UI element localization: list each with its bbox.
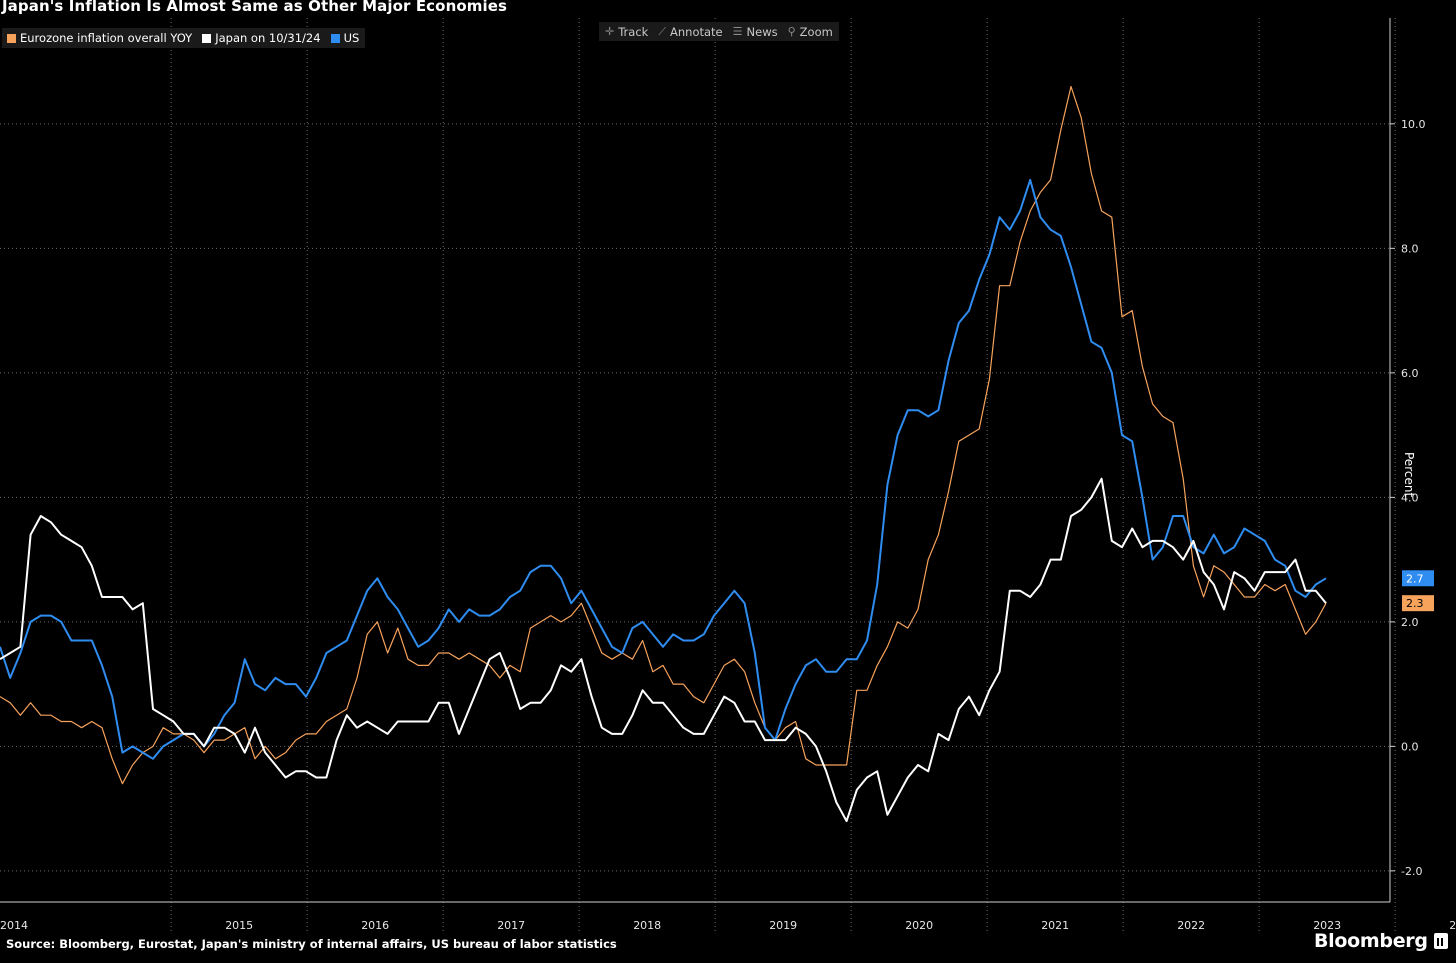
pencil-icon: ⟋ (658, 24, 667, 38)
axes: -2.0 0.0 2.0 4.0 6.0 8.0 10.0 2014 2015 2016 2017 2… (0, 18, 1456, 932)
y-tick-label: 10.0 (1401, 118, 1426, 131)
legend-swatch-us (330, 33, 340, 43)
end-label-eurozone: 2.3 (1402, 595, 1434, 612)
legend-label-japan: Japan on 10/31/24 (215, 31, 321, 45)
end-labels: 2.7 2.3 (1402, 570, 1434, 612)
x-tick-label: 2016 (361, 919, 389, 932)
x-tick-label: 2020 (905, 919, 933, 932)
gridlines (0, 18, 1396, 932)
y-tick-label: 2.0 (1401, 616, 1419, 629)
y-axis-label: Percent (1402, 452, 1416, 498)
y-tick-label: 6.0 (1401, 367, 1419, 380)
zoom-button[interactable]: ⚲ Zoom (788, 25, 833, 39)
series-line-japan (0, 477, 1327, 823)
end-label-text: 2.3 (1406, 597, 1424, 610)
legend-item-us[interactable]: US (330, 31, 360, 45)
series-lines (0, 85, 1327, 823)
magnifier-icon: ⚲ (787, 25, 796, 38)
legend-swatch-eurozone (7, 33, 16, 43)
legend-item-eurozone[interactable]: Eurozone inflation overall YOY (7, 31, 192, 45)
x-tick-label: 2019 (769, 919, 797, 932)
track-button[interactable]: ✛ Track (605, 25, 648, 39)
news-button[interactable]: ☰ News (733, 25, 778, 39)
chart-title: Japan's Inflation Is Almost Same as Othe… (2, 0, 508, 15)
news-icon: ☰ (732, 25, 743, 38)
legend-item-japan[interactable]: Japan on 10/31/24 (202, 31, 321, 45)
chart-toolbar: ✛ Track ⟋ Annotate ☰ News ⚲ Zoom (599, 22, 839, 41)
y-tick-label: 0.0 (1401, 740, 1419, 753)
end-label-text: 2.7 (1406, 572, 1424, 585)
crosshair-icon: ✛ (605, 25, 615, 38)
track-label: Track (618, 24, 649, 39)
brand-name: Bloomberg (1314, 930, 1428, 952)
bloomberg-mark-icon (1433, 933, 1448, 949)
legend-swatch-japan (202, 33, 212, 43)
x-tick-label: 2021 (1041, 919, 1069, 932)
y-tick-label: 4.0 (1401, 491, 1419, 504)
legend-label-us: US (343, 31, 360, 45)
y-tick-label: 8.0 (1401, 242, 1419, 255)
brand-logo: Bloomberg (1314, 930, 1448, 952)
series-line-us (0, 178, 1327, 760)
x-tick-label: 2015 (225, 919, 253, 932)
x-tick-label: 2014 (0, 919, 28, 932)
legend-label-eurozone: Eurozone inflation overall YOY (20, 31, 193, 45)
x-tick-label: 2023 (1313, 919, 1341, 932)
legend: Eurozone inflation overall YOY Japan on … (2, 28, 366, 48)
x-tick-label: 2018 (633, 919, 661, 932)
annotate-button[interactable]: ⟋ Annotate (658, 25, 722, 39)
x-tick-label: 2024 (1449, 919, 1456, 932)
annotate-label: Annotate (670, 24, 723, 39)
news-label: News (746, 24, 778, 39)
x-tick-label: 2022 (1177, 919, 1205, 932)
x-tick-label: 2017 (497, 919, 525, 932)
source-note: Source: Bloomberg, Eurostat, Japan's min… (6, 937, 617, 951)
end-label-us: 2.7 (1402, 570, 1434, 587)
series-line-eurozone (0, 85, 1327, 785)
y-tick-label: -2.0 (1401, 865, 1422, 878)
zoom-label: Zoom (799, 24, 833, 39)
